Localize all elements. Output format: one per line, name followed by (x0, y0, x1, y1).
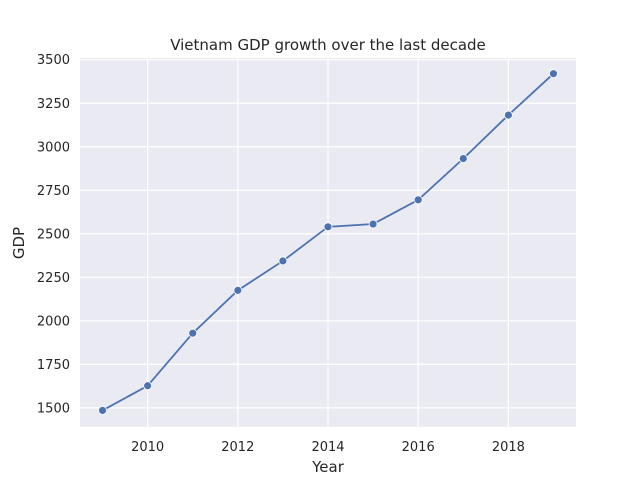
data-point (143, 381, 153, 391)
data-point (278, 256, 288, 266)
x-tick-label: 2018 (492, 440, 525, 455)
y-axis-label: GDP (10, 227, 28, 259)
data-point (458, 154, 468, 164)
x-tick-label: 2016 (402, 440, 435, 455)
x-tick-label: 2010 (131, 440, 164, 455)
y-tick-label: 3500 (37, 53, 70, 68)
data-point (233, 285, 243, 295)
y-tick-label: 2750 (37, 184, 70, 199)
data-point (503, 110, 513, 120)
data-point (413, 195, 423, 205)
y-tick-label: 2250 (37, 271, 70, 286)
y-tick-label: 2500 (37, 227, 70, 242)
data-points (98, 69, 558, 415)
chart-title: Vietnam GDP growth over the last decade (170, 36, 486, 54)
y-tick-label: 1500 (37, 401, 70, 416)
y-tick-label: 2000 (37, 314, 70, 329)
data-point (188, 328, 198, 338)
x-tick-label: 2012 (221, 440, 254, 455)
data-point (98, 406, 107, 415)
data-point (323, 222, 333, 232)
y-tick-label: 3000 (37, 140, 70, 155)
y-tick-label: 1750 (37, 358, 70, 373)
x-tick-label: 2014 (311, 440, 344, 455)
x-axis-label: Year (311, 458, 345, 476)
data-point (368, 219, 378, 229)
grid (80, 58, 576, 427)
tick-labels: 2010 2012 2014 2016 2018 1500 1750 2000 2250 2500… (37, 53, 525, 455)
y-tick-label: 3250 (37, 97, 70, 112)
data-point (549, 69, 558, 79)
